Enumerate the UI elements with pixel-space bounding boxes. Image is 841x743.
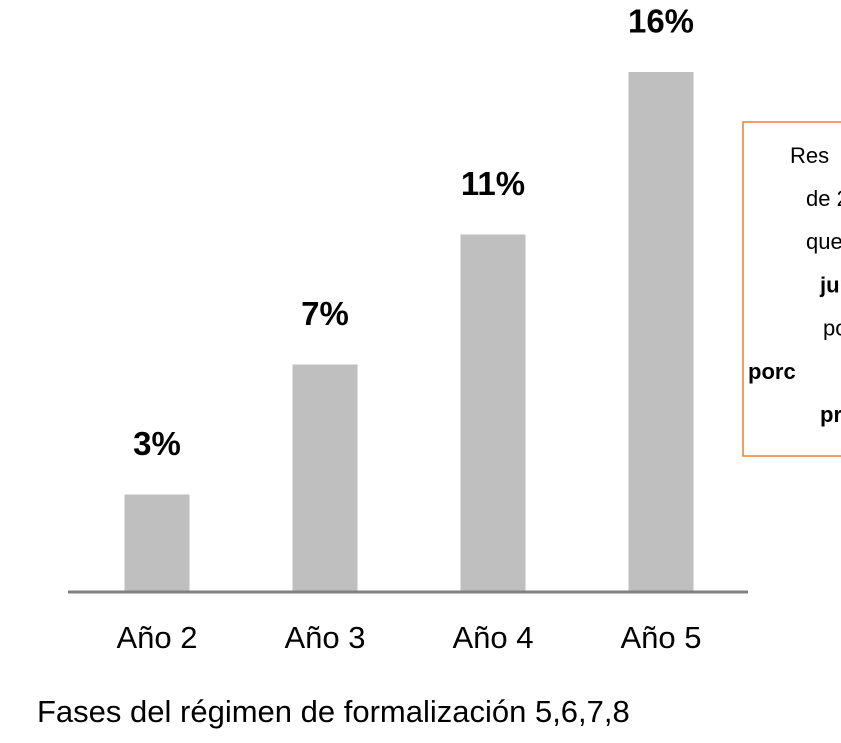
bar	[628, 72, 694, 592]
annotation-line: po	[823, 316, 841, 341]
x-tick-label: Año 3	[284, 620, 365, 655]
bar	[124, 494, 190, 592]
annotation-line: de 2	[806, 186, 841, 211]
annotation-line: porc	[748, 359, 796, 384]
x-tick-label: Año 2	[116, 620, 197, 655]
data-label: 16%	[628, 3, 694, 40]
bar	[460, 234, 526, 592]
annotation-line: pr	[820, 402, 841, 427]
data-label: 7%	[301, 295, 349, 332]
annotation-line: que	[806, 229, 841, 254]
annotation-line: Res	[790, 143, 829, 168]
data-label: 3%	[133, 425, 181, 462]
x-tick-label: Año 5	[620, 620, 701, 655]
x-axis-label: Fases del régimen de formalización 5,6,7…	[37, 694, 630, 729]
x-tick-label: Año 4	[452, 620, 533, 655]
annotation-box	[742, 121, 841, 457]
bar	[292, 364, 358, 592]
annotation-line: jur	[819, 272, 841, 297]
data-label: 11%	[461, 165, 525, 202]
